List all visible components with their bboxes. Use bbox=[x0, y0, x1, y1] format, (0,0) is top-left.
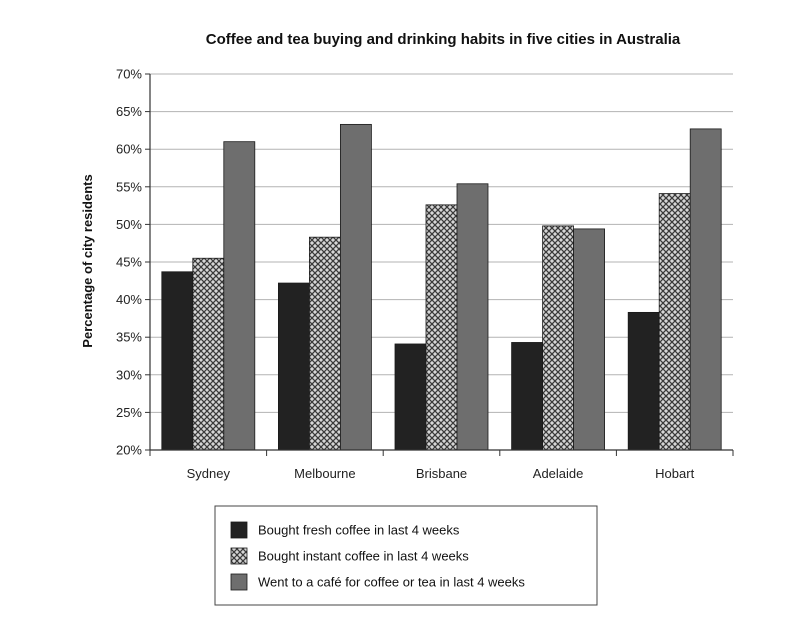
y-tick-label: 70% bbox=[116, 67, 142, 82]
legend-label: Bought fresh coffee in last 4 weeks bbox=[258, 523, 460, 538]
bar-melbourne-series-3 bbox=[339, 123, 372, 451]
chart-title: Coffee and tea buying and drinking habit… bbox=[206, 31, 681, 48]
x-tick-label: Brisbane bbox=[416, 466, 467, 481]
y-tick-label: 40% bbox=[116, 292, 142, 307]
legend: Bought fresh coffee in last 4 weeks Bough… bbox=[214, 505, 598, 606]
bar-melbourne-series-1 bbox=[277, 282, 310, 451]
y-tick-label: 35% bbox=[116, 330, 142, 345]
bar-brisbane-series-2 bbox=[425, 204, 458, 451]
x-tick-label: Melbourne bbox=[294, 466, 355, 481]
legend-label: Bought instant coffee in last 4 weeks bbox=[258, 549, 469, 564]
y-axis-label: Percentage of city residents bbox=[80, 174, 95, 347]
bar-hobart-series-1 bbox=[627, 311, 660, 451]
bar-hobart-series-2 bbox=[658, 193, 691, 451]
tick-labels: 20% 25% 30% 35% 40% 45% 50% 55% 60% 65% 70% Sydney M… bbox=[116, 67, 695, 482]
bar-melbourne-series-2 bbox=[308, 236, 341, 451]
bar-hobart-series-3 bbox=[689, 128, 722, 451]
y-tick-label: 50% bbox=[116, 217, 142, 232]
legend-swatch bbox=[230, 573, 248, 591]
x-tick-label: Sydney bbox=[187, 466, 231, 481]
y-tick-label: 65% bbox=[116, 104, 142, 119]
bar-sydney-series-3 bbox=[223, 141, 256, 451]
legend-box bbox=[214, 505, 598, 606]
legend-swatch bbox=[230, 547, 248, 565]
legend-swatch bbox=[230, 521, 248, 539]
y-tick-label: 60% bbox=[116, 142, 142, 157]
x-tick-label: Hobart bbox=[655, 466, 694, 481]
bar-adelaide-series-1 bbox=[511, 342, 544, 451]
bar-adelaide-series-2 bbox=[542, 225, 574, 451]
y-tick-label: 30% bbox=[116, 367, 142, 382]
bar-sydney-series-1 bbox=[161, 271, 194, 451]
axes bbox=[145, 73, 734, 456]
bar-brisbane-series-3 bbox=[456, 183, 489, 451]
bars bbox=[161, 123, 722, 451]
legend-label: Went to a café for coffee or tea in last… bbox=[258, 575, 525, 590]
y-tick-label: 20% bbox=[116, 443, 142, 458]
bar-brisbane-series-1 bbox=[394, 343, 427, 451]
bar-sydney-series-2 bbox=[192, 257, 225, 451]
x-tick-label: Adelaide bbox=[533, 466, 584, 481]
y-tick-label: 45% bbox=[116, 255, 142, 270]
bar-adelaide-series-3 bbox=[573, 228, 605, 451]
y-tick-label: 25% bbox=[116, 405, 142, 420]
y-tick-label: 55% bbox=[116, 179, 142, 194]
